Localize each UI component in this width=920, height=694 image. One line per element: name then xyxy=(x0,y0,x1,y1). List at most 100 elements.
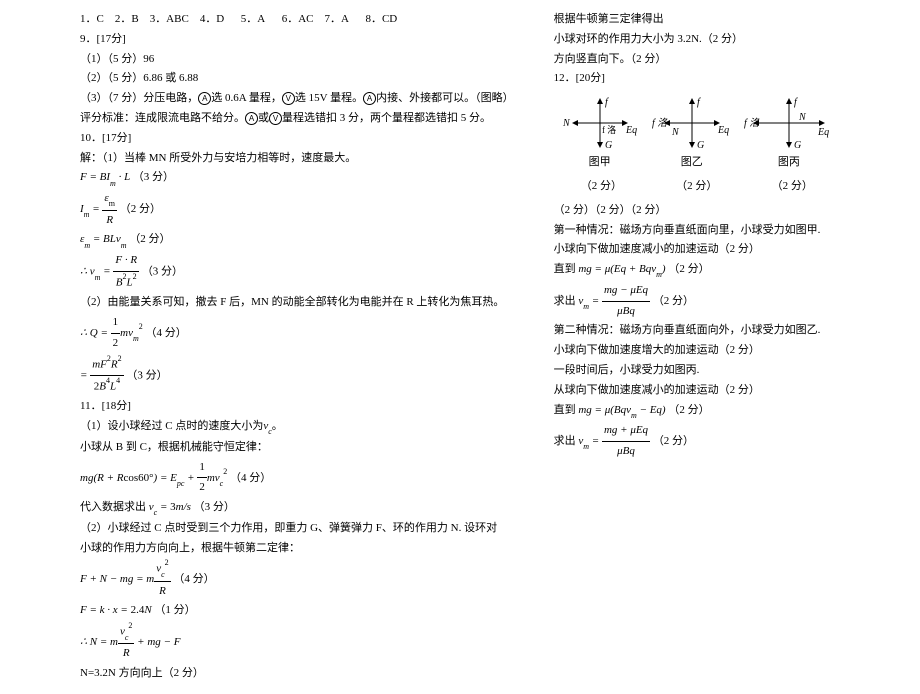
pt1: （2 分） xyxy=(581,177,622,197)
circled-a3-icon: A xyxy=(245,112,258,125)
s10b: （2 分） xyxy=(653,435,694,447)
s4b: （2 分） xyxy=(653,295,694,307)
eq-q: ∴ Q = 12mvm2 （4 分） xyxy=(80,313,514,354)
ans-1: 1．C xyxy=(80,13,104,25)
svg-text:N: N xyxy=(671,127,680,138)
diagram-bing: f G f 洛 Eq N 图丙 xyxy=(744,93,834,173)
q11-p6: N=3.2N 方向向上（2 分） xyxy=(80,664,514,684)
s4a: 求出 xyxy=(554,295,576,307)
s8: 从球向下做加速度减小的加速运动（2 分） xyxy=(554,381,840,401)
q11-p1: （1）设小球经过 C 点时的速度大小为vc。 xyxy=(80,417,514,438)
force-diagram-icon: f G f 洛 Eq N xyxy=(744,93,834,153)
q11-p3: 代入数据求出 vc = 3m/s （3 分） xyxy=(80,498,514,519)
s9b: （2 分） xyxy=(668,404,709,416)
q9-p3b: 选 0.6A 量程， xyxy=(211,92,282,104)
circled-v2-icon: V xyxy=(269,112,282,125)
s3b: （2 分） xyxy=(668,263,709,275)
s3: 直到 mg = μ(Eq + Bqvm) （2 分） xyxy=(554,260,840,281)
r-l2: 小球对环的作用力大小为 3.2N.（2 分） xyxy=(554,30,840,50)
q9-p3: （3）（7 分）分压电路，A选 0.6A 量程，V选 15V 量程。A内接、外接… xyxy=(80,89,514,109)
ans-6: 6．AC xyxy=(282,13,314,25)
s7: 一段时间后，小球受力如图丙. xyxy=(554,361,840,381)
r-l1: 根据牛顿第三定律得出 xyxy=(554,10,840,30)
q11-p5: 小球的作用力方向向上，根据牛顿第二定律： xyxy=(80,539,514,559)
s1: 第一种情况：磁场方向垂直纸面向里，小球受力如图甲. xyxy=(554,221,840,241)
eq-f-bil: F = BIm · L （3 分） xyxy=(80,168,514,189)
svg-text:G: G xyxy=(794,140,801,151)
svg-text:Eq: Eq xyxy=(717,125,729,136)
svg-text:f 洛: f 洛 xyxy=(744,117,760,129)
pt-row2: （2 分）（2 分）（2 分） xyxy=(554,201,840,221)
s10a: 求出 xyxy=(554,435,576,447)
ans-5: 5．A xyxy=(241,13,265,25)
svg-text:G: G xyxy=(697,140,704,151)
q11-p3b: （3 分） xyxy=(194,501,235,513)
circled-v-icon: V xyxy=(282,92,295,105)
svg-text:G: G xyxy=(605,140,612,151)
q9-p1: （1）（5 分）96 xyxy=(80,50,514,70)
ans-4: 4．D xyxy=(200,13,224,25)
q9-std: 评分标准：连成限流电路不给分。A或V量程选错扣 3 分，两个量程都选错扣 5 分… xyxy=(80,109,514,129)
ans-2: 2．B xyxy=(115,13,139,25)
q9-p3c: 选 15V 量程。 xyxy=(295,92,363,104)
diagram-jia: f G N Eq f 洛 图甲 xyxy=(560,93,640,173)
q9-p3a: （3）（7 分）分压电路， xyxy=(80,92,198,104)
s10: 求出 vm = mg + μEqμBq （2 分） xyxy=(554,421,840,462)
q9-p3d: 内接、外接都可以。（图略） xyxy=(376,92,514,104)
q11-title: 11．[18分] xyxy=(80,397,514,417)
ans-8: 8．CD xyxy=(365,13,397,25)
svg-text:f: f xyxy=(794,97,798,108)
q11-p4: （2）小球经过 C 点时受到三个力作用，即重力 G、弹簧弹力 F、环的作用力 N… xyxy=(80,519,514,539)
q9-p2: （2）（5 分）6.86 或 6.88 xyxy=(80,69,514,89)
page-container: 1．C 2．B 3．ABC 4．D 5．A 6．AC 7．A 8．CD 9．[1… xyxy=(0,0,920,694)
q11-p3a: 代入数据求出 xyxy=(80,501,146,513)
diag2-label: 图乙 xyxy=(681,153,703,173)
svg-text:Eq: Eq xyxy=(817,127,829,138)
diagram-points: （2 分） （2 分） （2 分） xyxy=(554,177,840,197)
ans-7: 7．A xyxy=(325,13,349,25)
s6: 小球向下做加速度增大的加速运动（2 分） xyxy=(554,341,840,361)
svg-text:f 洛: f 洛 xyxy=(602,124,616,135)
diagram-row: f G N Eq f 洛 图甲 f G f 洛 xyxy=(554,93,840,173)
s3a: 直到 xyxy=(554,263,576,275)
diag3-label: 图丙 xyxy=(778,153,800,173)
eq-energy: mg(R + Rcos60°) = Epc + 12mvc2 （4 分） xyxy=(80,458,514,499)
eq-q2: = mF2R22B4L4 （3 分） xyxy=(80,354,514,398)
force-diagram-icon: f G f 洛 Eq N xyxy=(652,93,732,153)
eq-newton: F + N − mg = mvc2R （4 分） xyxy=(80,558,514,601)
pt2: （2 分） xyxy=(676,177,717,197)
svg-text:N: N xyxy=(562,118,571,129)
q11-p1a: （1）设小球经过 C 点时的速度大小为 xyxy=(80,420,263,432)
q11-p2: 小球从 B 到 C，根据机械能守恒定律： xyxy=(80,438,514,458)
eq-n: ∴ N = mvc2R + mg − F xyxy=(80,621,514,664)
r-l3: 方向竖直向下。（2 分） xyxy=(554,50,840,70)
q10-text2: （2）由能量关系可知，撤去 F 后，MN 的动能全部转化为电能并在 R 上转化为… xyxy=(80,293,514,313)
q9-std1: 评分标准：连成限流电路不给分。 xyxy=(80,112,245,124)
diagram-yi: f G f 洛 Eq N 图乙 xyxy=(652,93,732,173)
right-column: 根据牛顿第三定律得出 小球对环的作用力大小为 3.2N.（2 分） 方向竖直向下… xyxy=(554,10,840,684)
pt3: （2 分） xyxy=(772,177,813,197)
q12-title: 12．[20分] xyxy=(554,69,840,89)
s2: 小球向下做加速度减小的加速运动（2 分） xyxy=(554,240,840,260)
eq-fkx: F = k · x = 2.4N （1 分） xyxy=(80,601,514,621)
s9: 直到 mg = μ(Bqvm − Eq) （2 分） xyxy=(554,401,840,422)
q9-std2: 量程选错扣 3 分，两个量程都选错扣 5 分。 xyxy=(282,112,491,124)
svg-text:Eq: Eq xyxy=(625,125,637,136)
ans-3: 3．ABC xyxy=(150,13,189,25)
q9-title: 9．[17分] xyxy=(80,30,514,50)
s9a: 直到 xyxy=(554,404,576,416)
eq-em: εm = BLvm （2 分） xyxy=(80,230,514,251)
svg-text:f: f xyxy=(605,97,609,108)
svg-text:N: N xyxy=(798,112,807,123)
q10-text1: 解：（1）当棒 MN 所受外力与安培力相等时，速度最大。 xyxy=(80,149,514,169)
s5: 第二种情况：磁场方向垂直纸面向外，小球受力如图乙. xyxy=(554,321,840,341)
svg-text:f: f xyxy=(697,97,701,108)
circled-a2-icon: A xyxy=(363,92,376,105)
answers-row: 1．C 2．B 3．ABC 4．D 5．A 6．AC 7．A 8．CD xyxy=(80,10,514,30)
eq-vm: ∴ vm = F · RB2L2 （3 分） xyxy=(80,251,514,293)
q11-p1b: 。 xyxy=(272,420,283,432)
diag1-label: 图甲 xyxy=(589,153,611,173)
left-column: 1．C 2．B 3．ABC 4．D 5．A 6．AC 7．A 8．CD 9．[1… xyxy=(80,10,514,684)
eq-im: Im = εmR （2 分） xyxy=(80,189,514,230)
svg-text:f 洛: f 洛 xyxy=(652,117,668,129)
